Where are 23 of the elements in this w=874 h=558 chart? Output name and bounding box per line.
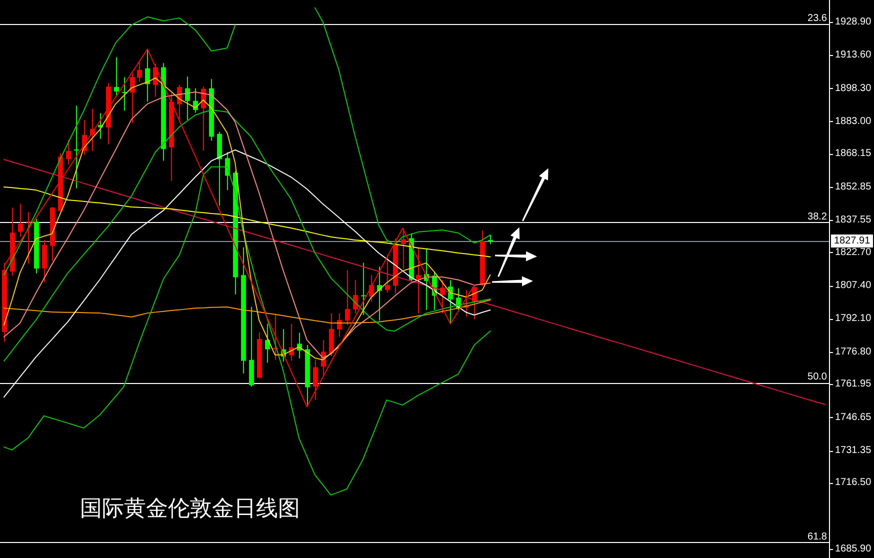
y-tick-label: 1776.80 [835, 346, 872, 358]
annotation: 50.0 [808, 372, 828, 383]
y-tick-label: 1761.95 [835, 378, 872, 390]
text: 国际黄金伦敦金日线图 [80, 496, 300, 522]
ref-line-label: 1827.91 [834, 236, 871, 247]
y-tick-label: 1807.40 [835, 280, 872, 292]
annotation: 23.6 [808, 13, 828, 24]
y-tick-label: 1792.10 [835, 313, 872, 324]
y-tick-label: 1822.70 [835, 246, 872, 258]
price-tag: 1827.91 [831, 234, 873, 248]
annotation: 61.8 [808, 531, 828, 542]
y-tick-label: 1731.35 [835, 445, 872, 456]
y-tick-label: 1928.90 [835, 16, 872, 28]
y-tick-label: 1913.60 [835, 50, 872, 61]
annotation: 38.2 [808, 211, 828, 222]
y-tick-label: 1837.55 [835, 214, 872, 226]
y-tick-label: 1852.85 [835, 181, 872, 192]
y-tick-label: 1898.30 [835, 82, 872, 94]
y-tick-label: 1716.50 [835, 477, 872, 488]
y-tick-label: 1883.00 [835, 116, 872, 127]
y-tick-label: 1746.65 [835, 412, 872, 423]
y-tick-label: 1868.15 [835, 148, 872, 160]
y-tick-label: 1685.90 [835, 544, 872, 555]
